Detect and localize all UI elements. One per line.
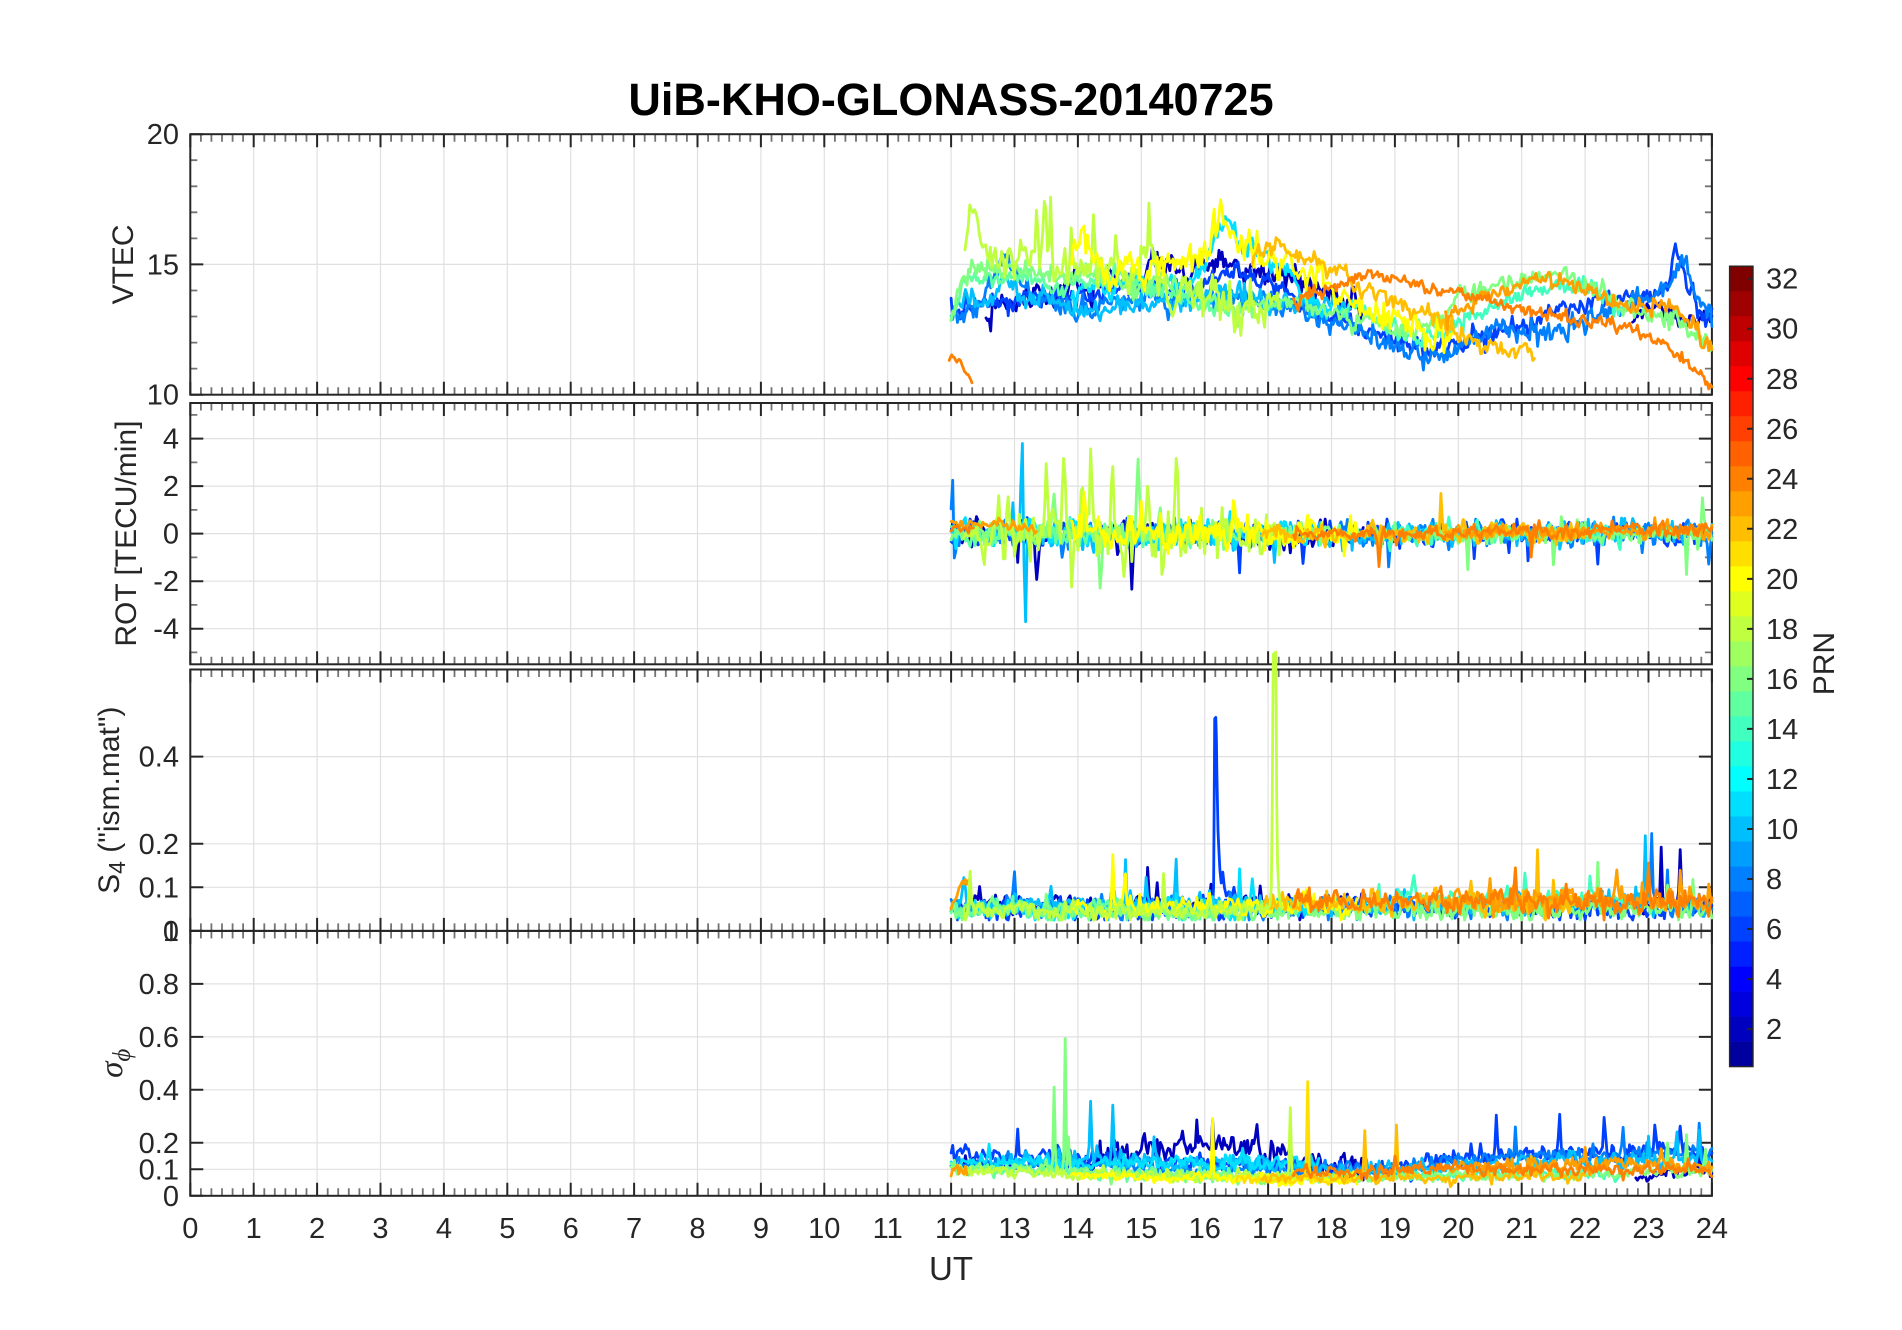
svg-text:16: 16	[1189, 1213, 1221, 1245]
svg-text:23: 23	[1632, 1213, 1664, 1245]
svg-text:6: 6	[1766, 914, 1782, 946]
svg-text:32: 32	[1766, 264, 1798, 296]
svg-text:0.8: 0.8	[139, 969, 179, 1001]
svg-text:0: 0	[163, 1181, 179, 1213]
svg-text:0.1: 0.1	[139, 872, 179, 904]
svg-text:3: 3	[372, 1213, 388, 1245]
svg-text:UT: UT	[929, 1250, 973, 1287]
svg-text:0.4: 0.4	[139, 1075, 179, 1107]
svg-text:10: 10	[1766, 814, 1798, 846]
svg-text:0: 0	[163, 916, 179, 948]
svg-text:22: 22	[1569, 1213, 1601, 1245]
svg-text:PRN: PRN	[1808, 632, 1841, 695]
svg-text:14: 14	[1062, 1213, 1094, 1245]
svg-text:UiB-KHO-GLONASS-20140725: UiB-KHO-GLONASS-20140725	[628, 74, 1273, 125]
svg-text:10: 10	[808, 1213, 840, 1245]
svg-text:10: 10	[147, 380, 179, 412]
svg-text:12: 12	[1766, 764, 1798, 796]
svg-text:0.2: 0.2	[139, 1128, 179, 1160]
svg-text:18: 18	[1766, 614, 1798, 646]
svg-text:2: 2	[309, 1213, 325, 1245]
svg-text:2: 2	[1766, 1014, 1782, 1046]
svg-text:0.4: 0.4	[139, 742, 179, 774]
svg-text:5: 5	[499, 1213, 515, 1245]
svg-text:20: 20	[147, 119, 179, 151]
svg-text:20: 20	[1442, 1213, 1474, 1245]
svg-text:21: 21	[1506, 1213, 1538, 1245]
svg-text:σϕ: σϕ	[94, 1049, 136, 1078]
svg-text:17: 17	[1252, 1213, 1284, 1245]
svg-text:8: 8	[689, 1213, 705, 1245]
svg-text:8: 8	[1766, 864, 1782, 896]
svg-text:6: 6	[563, 1213, 579, 1245]
svg-text:16: 16	[1766, 664, 1798, 696]
svg-text:18: 18	[1315, 1213, 1347, 1245]
svg-text:20: 20	[1766, 564, 1798, 596]
svg-text:0.6: 0.6	[139, 1022, 179, 1054]
svg-text:9: 9	[753, 1213, 769, 1245]
svg-text:4: 4	[436, 1213, 452, 1245]
svg-text:2: 2	[163, 471, 179, 503]
svg-text:VTEC: VTEC	[107, 224, 140, 304]
svg-text:1: 1	[246, 1213, 262, 1245]
svg-text:12: 12	[935, 1213, 967, 1245]
svg-text:-4: -4	[153, 614, 179, 646]
svg-text:26: 26	[1766, 414, 1798, 446]
svg-text:15: 15	[1125, 1213, 1157, 1245]
svg-text:0: 0	[163, 519, 179, 551]
svg-text:19: 19	[1379, 1213, 1411, 1245]
svg-text:0.2: 0.2	[139, 829, 179, 861]
svg-text:15: 15	[147, 249, 179, 281]
svg-text:13: 13	[998, 1213, 1030, 1245]
svg-text:1: 1	[163, 916, 179, 948]
svg-text:14: 14	[1766, 714, 1798, 746]
svg-text:28: 28	[1766, 364, 1798, 396]
svg-text:24: 24	[1766, 464, 1798, 496]
svg-text:4: 4	[163, 424, 179, 456]
svg-text:11: 11	[873, 1213, 903, 1245]
svg-text:7: 7	[626, 1213, 642, 1245]
svg-text:22: 22	[1766, 514, 1798, 546]
svg-text:24: 24	[1696, 1213, 1728, 1245]
svg-text:ROT [TECU/min]: ROT [TECU/min]	[110, 421, 143, 647]
svg-text:0.1: 0.1	[139, 1154, 179, 1186]
svg-text:0: 0	[182, 1213, 198, 1245]
svg-text:30: 30	[1766, 314, 1798, 346]
svg-text:4: 4	[1766, 964, 1782, 996]
svg-text:-2: -2	[153, 566, 179, 598]
